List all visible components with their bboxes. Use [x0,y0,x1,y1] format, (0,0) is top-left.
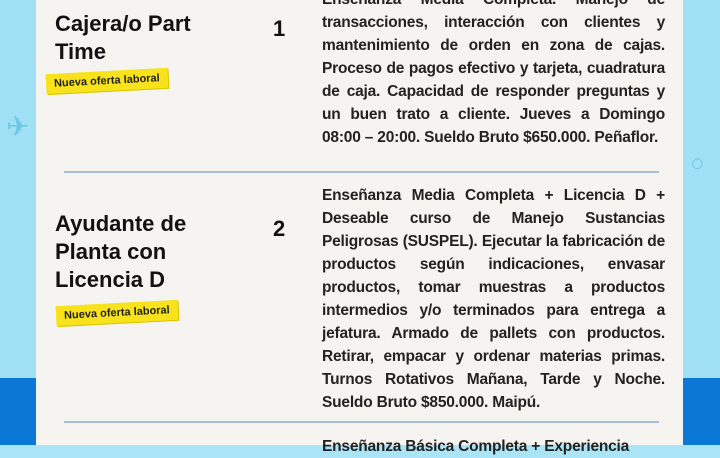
job-title-2: Ayudante de Planta con Licencia D [55,211,187,292]
divider [64,171,659,173]
new-offer-badge: Nueva oferta laboral [45,67,169,95]
job-description: Enseñanza Básica Completa + Experiencia [322,438,630,455]
job-list-card: Cajera/o Part Time Nueva oferta laboral … [36,0,683,455]
job-title-1: Cajera/o Part Time [55,11,191,64]
job-number: 2 [273,216,286,241]
circle-icon: ○ [690,150,705,177]
job-number: 1 [273,16,286,41]
divider [64,421,659,423]
new-offer-badge: Nueva oferta laboral [55,299,179,327]
paper-plane-icon: ✈ [6,111,30,142]
job-description: Enseñanza Media Completa + Licencia D + … [322,187,665,411]
job-description: Enseñanza Media Completa. Manejo de tran… [322,0,665,146]
